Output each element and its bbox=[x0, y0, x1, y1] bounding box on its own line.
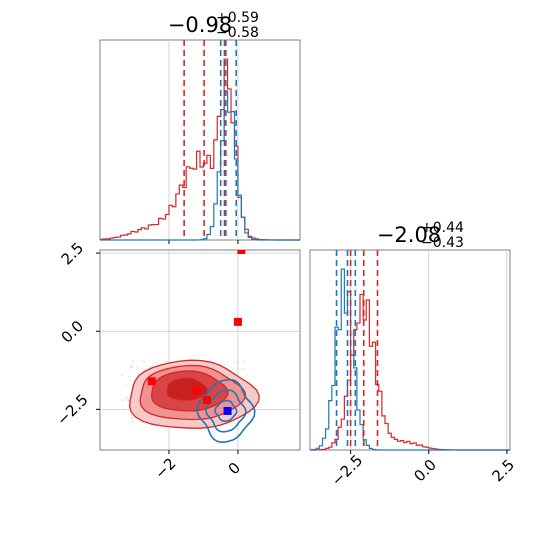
series-b-histogram bbox=[100, 90, 300, 241]
histogram-param-1-panel: −0.98 +0.59 −0.58 bbox=[99, 10, 301, 244]
histogram-param-1-quantiles bbox=[183, 40, 238, 240]
sample-point bbox=[155, 362, 158, 364]
x-tick-label: −2 bbox=[151, 454, 179, 482]
series-a-marker bbox=[147, 377, 156, 386]
sample-point bbox=[130, 366, 133, 369]
series-b-contour-inner bbox=[214, 399, 238, 422]
title-2-value: −2.08 bbox=[377, 223, 441, 247]
sample-point bbox=[131, 420, 133, 423]
sample-point bbox=[127, 399, 129, 402]
sample-point bbox=[131, 363, 133, 366]
series-a-contour-core bbox=[166, 377, 208, 401]
sample-point bbox=[128, 375, 131, 378]
title-2-subscript: −0.43 bbox=[421, 235, 464, 251]
x-tick-label: 0 bbox=[225, 459, 244, 478]
histogram-param-2-quantiles bbox=[335, 250, 379, 450]
series-a-marker bbox=[237, 250, 246, 254]
series-b-contour-outer bbox=[196, 378, 256, 444]
sample-point bbox=[233, 361, 235, 363]
y-tick-label: 0.0 bbox=[58, 317, 88, 347]
sample-point bbox=[121, 374, 124, 377]
series-a-marker bbox=[192, 386, 201, 395]
histogram-param-2-content bbox=[310, 268, 510, 451]
histogram-param-2-panel: −2.5 0.0 2.5 −2.08 +0.44 −0.43 bbox=[309, 220, 518, 490]
sample-point bbox=[243, 361, 246, 363]
sample-point bbox=[126, 396, 129, 398]
histogram-param-2-ticks: −2.5 0.0 2.5 bbox=[328, 450, 518, 490]
y-tick-label: −2.5 bbox=[53, 391, 91, 429]
histogram-param-2-frame bbox=[309, 249, 511, 451]
sample-point bbox=[125, 397, 127, 400]
sample-point bbox=[132, 359, 134, 362]
sample-point bbox=[121, 399, 124, 401]
histogram-param-1-title: −0.98 bbox=[168, 13, 232, 37]
series-a-marker bbox=[202, 396, 211, 404]
sample-point bbox=[236, 362, 239, 365]
sample-point bbox=[136, 365, 138, 368]
series-a-marker bbox=[233, 317, 242, 326]
histogram-param-1-content bbox=[100, 58, 300, 241]
y-tick-label: 2.5 bbox=[58, 239, 88, 269]
sample-point bbox=[131, 417, 134, 420]
sample-point bbox=[123, 412, 126, 414]
joint-distribution-content bbox=[121, 250, 260, 444]
histogram-param-1-frame bbox=[99, 39, 301, 241]
series-b-marker bbox=[223, 406, 232, 415]
title-2-superscript: +0.44 bbox=[421, 220, 464, 236]
x-tick-label: 2.5 bbox=[489, 456, 519, 486]
title-1-superscript: +0.59 bbox=[216, 10, 259, 26]
sample-point bbox=[137, 372, 139, 374]
x-tick-label: 0.0 bbox=[410, 456, 440, 486]
sample-point bbox=[166, 360, 168, 363]
series-b-histogram bbox=[310, 268, 510, 451]
series-b-contour-mid bbox=[205, 389, 247, 433]
title-1-subscript: −0.58 bbox=[216, 25, 259, 41]
joint-distribution-panel: −2 0 −2.5 0.0 2.5 bbox=[53, 239, 301, 483]
sample-point bbox=[142, 421, 144, 424]
sample-point bbox=[143, 360, 145, 362]
x-tick-label: −2.5 bbox=[328, 451, 366, 489]
sample-point bbox=[242, 368, 244, 370]
sample-point bbox=[124, 384, 127, 386]
sample-point bbox=[127, 398, 129, 401]
title-1-value: −0.98 bbox=[168, 13, 232, 37]
sample-point bbox=[223, 364, 226, 367]
histogram-param-2-title: −2.08 bbox=[377, 223, 441, 247]
